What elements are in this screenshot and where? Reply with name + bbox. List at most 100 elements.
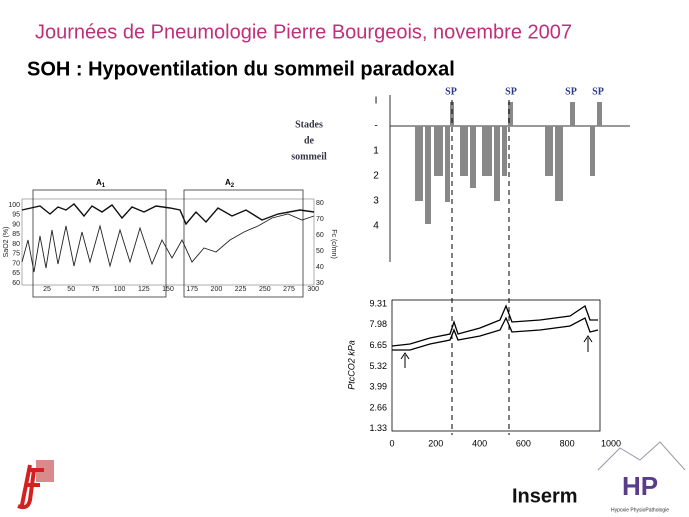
x-tick-label: 175 <box>186 286 198 293</box>
y-tick-label: 90 <box>12 221 20 228</box>
panel-box <box>183 189 304 298</box>
logo-caption: Hypoxie PhysioPathologie <box>611 507 669 513</box>
panel-sub: 2 <box>231 183 235 189</box>
arrow <box>583 335 593 352</box>
stage-bar <box>470 126 476 188</box>
y-tick-label: 3 <box>373 196 379 207</box>
x-tick-label: 275 <box>283 286 295 293</box>
stage-label-line: Stades <box>295 119 323 130</box>
y-tick-label: 70 <box>12 260 20 267</box>
y-tick-label: 4 <box>373 221 379 232</box>
hypnogram <box>389 95 630 262</box>
stage-bar <box>434 126 443 176</box>
y2-tick-label: 70 <box>316 216 324 223</box>
panel-sub: 1 <box>102 183 106 189</box>
y2-tick-label: 50 <box>316 248 324 255</box>
stage-bars <box>415 102 602 224</box>
panel-box <box>32 189 167 298</box>
stage-label-line: sommeil <box>291 151 327 162</box>
stage-bar <box>570 102 575 126</box>
x-tick-label: 100 <box>114 286 126 293</box>
jf-logo <box>17 460 54 510</box>
panel-label: A2 <box>225 178 235 188</box>
y-tick-label: 2 <box>373 171 379 182</box>
y-tick-label: 7.98 <box>369 319 387 329</box>
stage-bar <box>482 126 492 176</box>
stage-bar <box>494 126 500 201</box>
y2-tick-label: 40 <box>316 264 324 271</box>
x-tick-label: 150 <box>162 286 174 293</box>
y-tick-label: 80 <box>12 241 20 248</box>
stage-bar <box>415 126 423 201</box>
stage-bar <box>597 102 602 126</box>
x-tick-label: 200 <box>211 286 223 293</box>
x-tick-label: 200 <box>428 438 443 448</box>
x-tick-label: 50 <box>67 286 75 293</box>
y-tick-label: 60 <box>12 280 20 287</box>
y-tick-label: 75 <box>12 251 20 258</box>
y-axis-label: SaO2 (%) <box>3 227 10 258</box>
x-tick-label: 125 <box>138 286 150 293</box>
stage-bar <box>508 102 513 126</box>
sp-label: SP <box>592 86 604 97</box>
panel-letter: A <box>225 178 231 187</box>
y-axis-label: PtcCO2 kPa <box>346 340 356 390</box>
x-tick-label: 225 <box>235 286 247 293</box>
left-chart <box>21 189 315 298</box>
stage-label-line: de <box>304 135 315 146</box>
plot-area <box>21 198 315 286</box>
sp-label: SP <box>445 86 457 97</box>
panel-letter: A <box>96 178 102 187</box>
logo-block <box>36 460 54 482</box>
arrow <box>400 352 410 368</box>
y-tick-label: 2.66 <box>369 402 387 412</box>
stage-bar <box>502 126 507 176</box>
fc-trace <box>21 213 315 273</box>
x-tick-label: 250 <box>259 286 271 293</box>
y2-tick-label: 80 <box>316 200 324 207</box>
y-tick-label: 65 <box>12 270 20 277</box>
logo-mountain <box>597 441 686 471</box>
pco2-chart <box>391 299 601 432</box>
x-tick-label: 25 <box>43 286 51 293</box>
panel-label: A1 <box>96 178 106 188</box>
y-tick-label: 5.32 <box>369 361 387 371</box>
pco2-trace <box>391 304 598 347</box>
sp-label: SP <box>565 86 577 97</box>
hp-logo: HP Hypoxie PhysioPathologie <box>597 441 686 513</box>
stage-bar <box>460 126 468 176</box>
y2-axis-label: Fc (c/mn) <box>330 229 337 259</box>
y2-tick-label: 30 <box>316 280 324 287</box>
x-tick-label: 600 <box>516 438 531 448</box>
x-tick-label: 0 <box>389 438 394 448</box>
sao2-trace <box>21 203 315 226</box>
x-tick-label: 800 <box>560 438 575 448</box>
x-tick-label: 300 <box>307 286 319 293</box>
y-tick-label: I <box>375 96 378 107</box>
y2-tick-label: 60 <box>316 232 324 239</box>
y-tick-label: 6.65 <box>369 340 387 350</box>
inserm-logo: Inserm <box>512 485 578 507</box>
stage-bar <box>590 126 595 176</box>
x-tick-label: 400 <box>472 438 487 448</box>
stage-bar <box>425 126 431 224</box>
y-tick-label: 1 <box>373 146 379 157</box>
y-tick-label: 1.33 <box>369 423 387 433</box>
sp-label: SP <box>505 86 517 97</box>
stage-bar <box>555 126 563 201</box>
y-tick-label: - <box>374 121 377 132</box>
y-tick-label: 100 <box>8 202 20 209</box>
x-tick-label: 75 <box>92 286 100 293</box>
x-tick-label: 1000 <box>601 438 621 448</box>
logo-mark <box>17 464 44 510</box>
logo-letters: HP <box>622 471 658 501</box>
slide-title: Journées de Pneumologie Pierre Bourgeois… <box>35 21 572 43</box>
stage-bar <box>545 126 553 176</box>
plot-area <box>391 299 601 432</box>
y-tick-label: 95 <box>12 212 20 219</box>
y-tick-label: 3.99 <box>369 382 387 392</box>
slide-subtitle: SOH : Hypoventilation du sommeil paradox… <box>27 58 455 80</box>
stage-bar <box>445 126 450 202</box>
